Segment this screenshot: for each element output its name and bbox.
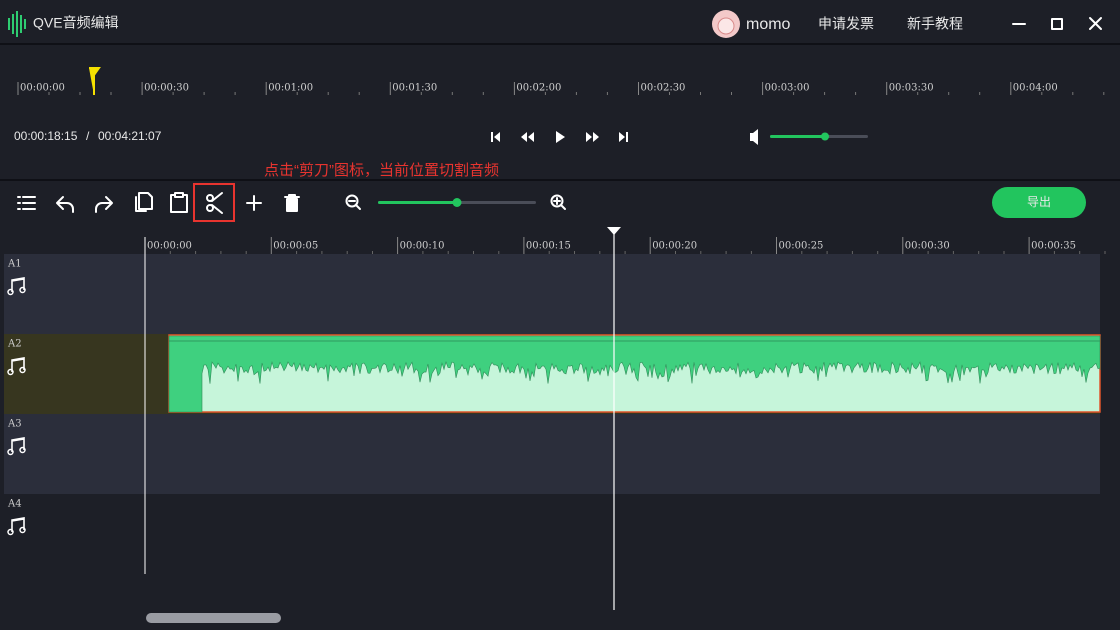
zoom-knob[interactable] xyxy=(452,198,462,207)
highlight-box xyxy=(193,183,235,222)
track-icon-dot xyxy=(19,526,26,534)
current-time: 00:00:18:15 xyxy=(14,129,78,143)
skip-end-button[interactable] xyxy=(619,132,628,142)
volume-knob[interactable] xyxy=(821,132,829,141)
play-button[interactable] xyxy=(556,131,565,143)
timeline-ruler: 00:00:00 00:00:05 00:00:10 00:00:15 00:00:20… xyxy=(144,237,1106,254)
timeline-label: 00:00:20 xyxy=(652,241,697,252)
track-icon-dot xyxy=(7,448,14,456)
track-row xyxy=(4,414,1100,494)
zoom-out-glyph xyxy=(348,200,361,210)
timeline-label: 00:00:05 xyxy=(273,241,318,252)
ruler-label: 00:01:30 xyxy=(392,83,437,94)
track-icon xyxy=(11,517,25,532)
track-label: A1 xyxy=(7,259,22,270)
avatar-face xyxy=(717,17,735,35)
cut-button[interactable] xyxy=(211,192,223,214)
track-icon-dot xyxy=(7,288,14,296)
cut-handle xyxy=(206,194,214,202)
volume-fill xyxy=(770,135,825,138)
track-label: A2 xyxy=(7,339,22,350)
fast-forward-button[interactable] xyxy=(586,132,599,142)
track-icon xyxy=(11,277,25,292)
time-separator: / xyxy=(86,129,90,143)
zoom-in-glyph xyxy=(553,197,566,210)
username[interactable]: momo xyxy=(746,16,791,33)
ruler-label: 00:02:30 xyxy=(641,83,686,94)
tutorial-link[interactable]: 新手教程 xyxy=(907,16,963,32)
ruler-label: 00:00:30 xyxy=(144,83,189,94)
timeline-label: 00:00:25 xyxy=(779,241,824,252)
cut-handle xyxy=(206,204,214,212)
timeline-label: 00:00:35 xyxy=(1031,241,1076,252)
track-icon-dot xyxy=(19,286,26,294)
copy-button[interactable] xyxy=(135,192,153,212)
timeline-label: 00:00:10 xyxy=(400,241,445,252)
logo xyxy=(8,11,26,37)
timeline-label: 00:00:30 xyxy=(905,241,950,252)
overview-playhead[interactable] xyxy=(89,67,101,95)
ruler-label: 00:03:30 xyxy=(889,83,934,94)
track-label: A4 xyxy=(7,499,22,510)
rewind-button[interactable] xyxy=(521,132,534,142)
tracks: A1 A2 A3 A4 xyxy=(4,227,1101,610)
export-button[interactable] xyxy=(992,187,1086,218)
redo-button[interactable] xyxy=(95,196,113,213)
delete-button[interactable] xyxy=(284,194,300,212)
add-button[interactable] xyxy=(246,195,262,211)
waveform xyxy=(168,335,1101,413)
track-icon xyxy=(11,437,25,452)
paste-button[interactable] xyxy=(170,192,188,213)
track-icon-dot xyxy=(19,366,26,374)
playhead-handle[interactable] xyxy=(607,227,621,235)
annotation: 点击“剪刀”图标，当前位置切割音频 xyxy=(264,162,499,179)
app-title: QVE音频编辑 xyxy=(33,15,119,31)
volume-icon[interactable] xyxy=(750,129,758,145)
track-row xyxy=(4,494,1100,574)
zoom-out-button[interactable] xyxy=(345,194,359,208)
track-label: A3 xyxy=(7,419,22,430)
list-button[interactable] xyxy=(17,196,36,210)
zoom-in-button[interactable] xyxy=(550,194,564,208)
close-button[interactable] xyxy=(1089,17,1102,30)
track-row xyxy=(4,254,1100,334)
maximize-button[interactable] xyxy=(1051,18,1063,30)
ruler-label: 00:00:00 xyxy=(20,83,65,94)
ruler-label: 00:04:00 xyxy=(1013,83,1058,94)
undo-button[interactable] xyxy=(56,196,74,213)
skip-start-button[interactable] xyxy=(491,132,500,142)
total-time: 00:04:21:07 xyxy=(98,129,162,143)
invoice-link[interactable]: 申请发票 xyxy=(818,16,874,32)
track-icon-dot xyxy=(7,528,14,536)
timeline-label: 00:00:15 xyxy=(526,241,571,252)
ruler-label: 00:01:00 xyxy=(268,83,313,94)
track-icon xyxy=(11,357,25,372)
scrollbar-thumb[interactable] xyxy=(146,613,281,623)
track-icon-dot xyxy=(19,446,26,454)
ruler-label: 00:03:00 xyxy=(765,83,810,94)
timeline-label: 00:00:00 xyxy=(147,241,192,252)
zoom-fill xyxy=(378,201,457,204)
overview-ruler: 00:00:00 00:00:30 00:01:00 00:01:30 00:02:00… xyxy=(17,82,1105,95)
export-label[interactable]: 导出 xyxy=(1027,195,1051,209)
ruler-label: 00:02:00 xyxy=(516,83,561,94)
track-icon-dot xyxy=(7,368,14,376)
